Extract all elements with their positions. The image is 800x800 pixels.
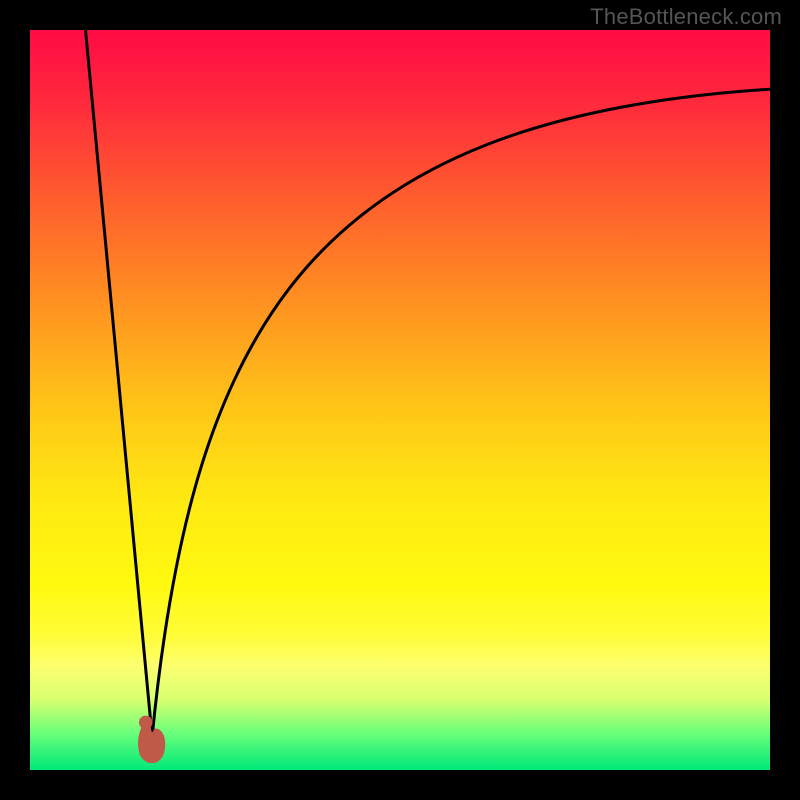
gradient-background <box>30 30 770 770</box>
chart-container: { "watermark": "TheBottleneck.com", "cha… <box>0 0 800 800</box>
watermark-text: TheBottleneck.com <box>590 4 782 30</box>
bottleneck-chart-svg <box>0 0 800 800</box>
